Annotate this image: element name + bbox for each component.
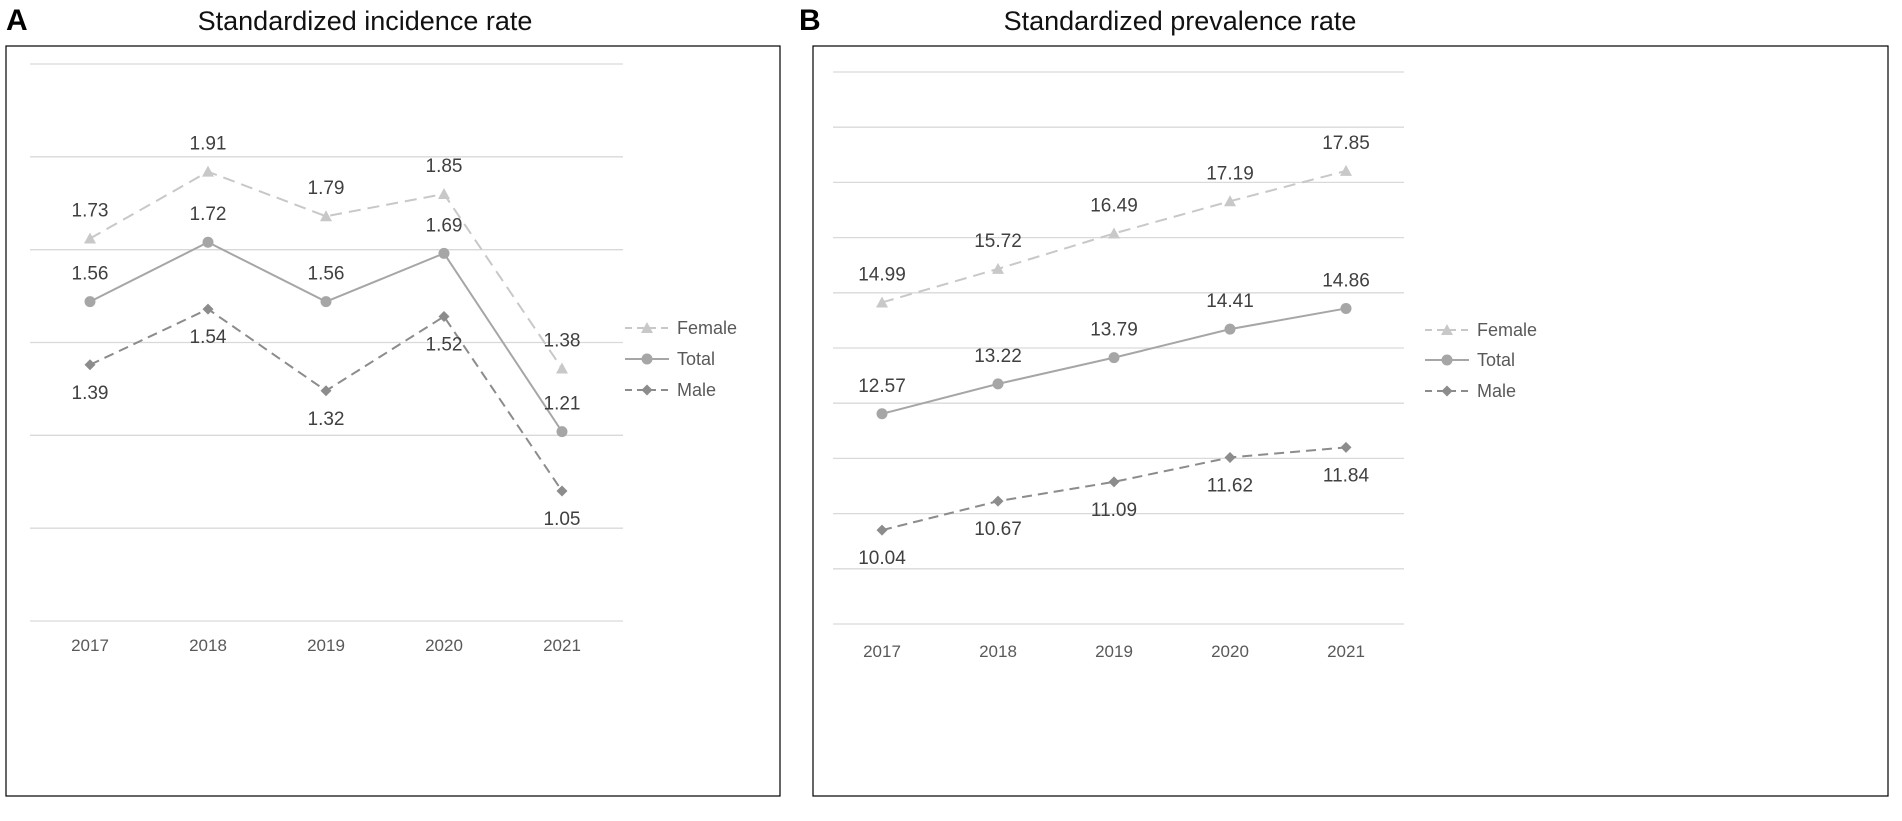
prevalence-point-male	[992, 495, 1004, 507]
prevalence-point-female	[876, 296, 888, 308]
prevalence-data-label-male: 10.67	[974, 519, 1022, 540]
prevalence-data-label-female: 15.72	[974, 231, 1022, 252]
incidence-x-tick-label: 2021	[543, 636, 581, 655]
incidence-data-label-female: 1.38	[544, 330, 581, 351]
prevalence-point-total	[1340, 302, 1352, 314]
prevalence-x-tick-label: 2020	[1211, 642, 1249, 661]
prevalence-x-tick-label: 2017	[863, 642, 901, 661]
prevalence-point-male	[1108, 476, 1120, 488]
incidence-point-total	[438, 247, 450, 259]
incidence-point-female	[438, 187, 450, 199]
prevalence-legend-marker-total	[1441, 354, 1453, 366]
incidence-data-label-total: 1.56	[308, 264, 345, 285]
prevalence-data-label-male: 11.09	[1091, 500, 1137, 521]
incidence-point-female	[320, 210, 332, 222]
incidence-point-female	[202, 165, 214, 177]
incidence-data-label-female: 1.79	[308, 178, 345, 199]
incidence-legend-marker-total	[641, 353, 653, 365]
incidence-data-label-male: 1.39	[72, 383, 109, 404]
prevalence-x-tick-label: 2019	[1095, 642, 1133, 661]
prevalence-point-male	[876, 524, 888, 536]
incidence-point-female	[84, 232, 96, 244]
prevalence-point-total	[992, 378, 1004, 390]
prevalence-point-total	[1224, 323, 1236, 335]
prevalence-data-label-female: 17.85	[1322, 133, 1370, 154]
incidence-point-male	[438, 311, 450, 323]
prevalence-data-label-female: 16.49	[1090, 195, 1138, 216]
prevalence-data-label-total: 14.86	[1322, 270, 1370, 291]
prevalence-data-label-female: 17.19	[1206, 163, 1254, 184]
incidence-point-total	[84, 296, 96, 308]
incidence-point-total	[556, 426, 568, 438]
prevalence-point-male	[1224, 451, 1236, 463]
incidence-data-label-total: 1.69	[426, 215, 463, 236]
prevalence-series-line-female	[881, 169, 1347, 304]
prevalence-data-label-male: 11.84	[1323, 465, 1370, 486]
prevalence-data-label-male: 10.04	[858, 548, 906, 569]
incidence-series-line-male	[89, 307, 563, 492]
incidence-point-total	[320, 296, 332, 308]
prevalence-x-tick-label: 2018	[979, 642, 1017, 661]
incidence-x-tick-label: 2019	[307, 636, 345, 655]
prevalence-legend-marker-male	[1441, 385, 1453, 397]
incidence-chart-frame	[5, 45, 781, 797]
incidence-data-label-female: 1.73	[72, 201, 109, 222]
incidence-legend-marker-female	[641, 322, 653, 333]
incidence-data-label-male: 1.32	[308, 409, 345, 430]
panel-a-letter: A	[6, 4, 28, 37]
incidence-legend-label-total: Total	[677, 349, 715, 369]
prevalence-point-female	[1340, 164, 1352, 176]
prevalence-data-label-female: 14.99	[858, 264, 906, 285]
prevalence-legend-label-total: Total	[1477, 350, 1515, 370]
incidence-data-label-female: 1.85	[426, 156, 463, 177]
incidence-point-male	[556, 485, 568, 497]
prevalence-data-label-total: 12.57	[858, 376, 906, 397]
prevalence-x-tick-label: 2021	[1327, 642, 1365, 661]
prevalence-data-label-total: 13.22	[974, 346, 1022, 367]
prevalence-point-female	[1224, 195, 1236, 207]
incidence-x-tick-label: 2020	[425, 636, 463, 655]
incidence-data-label-female: 1.91	[190, 134, 227, 155]
panel-b-title: Standardized prevalence rate	[1003, 6, 1357, 36]
panel-b-letter: B	[799, 4, 821, 37]
incidence-data-label-total: 1.72	[190, 204, 227, 225]
prevalence-point-male	[1340, 441, 1352, 453]
incidence-legend-label-female: Female	[677, 318, 737, 338]
prevalence-chart-frame	[812, 45, 1889, 797]
incidence-point-total	[202, 236, 214, 248]
incidence-legend-label-male: Male	[677, 380, 716, 400]
incidence-legend-marker-male	[641, 384, 653, 396]
incidence-data-label-total: 1.21	[544, 394, 581, 415]
prevalence-data-label-total: 14.41	[1206, 291, 1254, 312]
incidence-point-male	[320, 385, 332, 397]
prevalence-point-female	[1108, 227, 1120, 239]
incidence-data-label-male: 1.05	[544, 509, 581, 530]
incidence-data-label-total: 1.56	[72, 264, 109, 285]
prevalence-data-label-total: 13.79	[1090, 320, 1138, 341]
incidence-x-tick-label: 2018	[189, 636, 227, 655]
incidence-point-male	[202, 303, 214, 315]
incidence-point-male	[84, 359, 96, 371]
incidence-data-label-male: 1.52	[426, 335, 463, 356]
prevalence-point-total	[876, 408, 888, 420]
incidence-data-label-male: 1.54	[190, 327, 227, 348]
prevalence-point-total	[1108, 352, 1120, 364]
prevalence-legend-label-female: Female	[1477, 320, 1537, 340]
prevalence-point-female	[992, 262, 1004, 274]
prevalence-legend-marker-female	[1441, 324, 1453, 335]
prevalence-data-label-male: 11.62	[1207, 475, 1253, 496]
prevalence-legend-label-male: Male	[1477, 381, 1516, 401]
panel-a-title: Standardized incidence rate	[197, 6, 533, 36]
incidence-x-tick-label: 2017	[71, 636, 109, 655]
incidence-point-female	[556, 362, 568, 374]
